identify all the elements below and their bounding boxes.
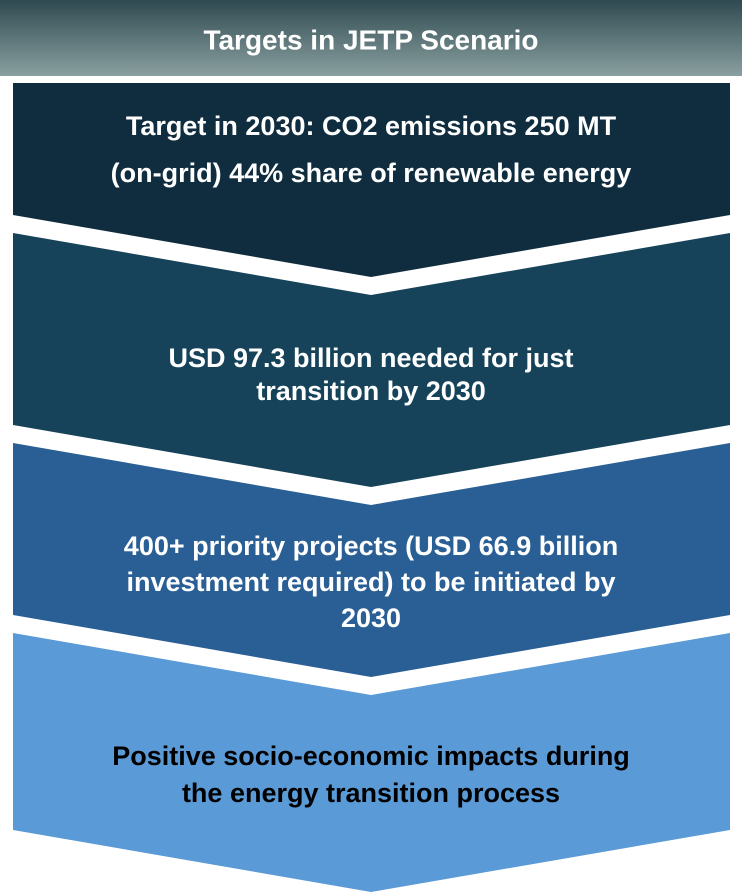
chevron bbox=[13, 633, 730, 892]
chevron bbox=[13, 443, 730, 677]
chevron-text: the energy transition process bbox=[182, 778, 560, 808]
chevron-text: transition by 2030 bbox=[256, 376, 486, 406]
chevron-text: (on-grid) 44% share of renewable energy bbox=[111, 158, 632, 188]
chevron bbox=[13, 233, 730, 487]
chevron-text: 2030 bbox=[341, 603, 401, 633]
chevron-text: Target in 2030: CO2 emissions 250 MT bbox=[126, 111, 617, 141]
chevron-text: Positive socio-economic impacts during bbox=[112, 741, 630, 771]
chevron bbox=[13, 83, 730, 277]
chevron-text: investment required) to be initiated by bbox=[126, 567, 615, 597]
chevron-text: USD 97.3 billion needed for just bbox=[168, 343, 573, 373]
chevron-text: 400+ priority projects (USD 66.9 billion bbox=[124, 531, 618, 561]
header-title: Targets in JETP Scenario bbox=[203, 24, 538, 55]
header-bar bbox=[0, 0, 742, 76]
